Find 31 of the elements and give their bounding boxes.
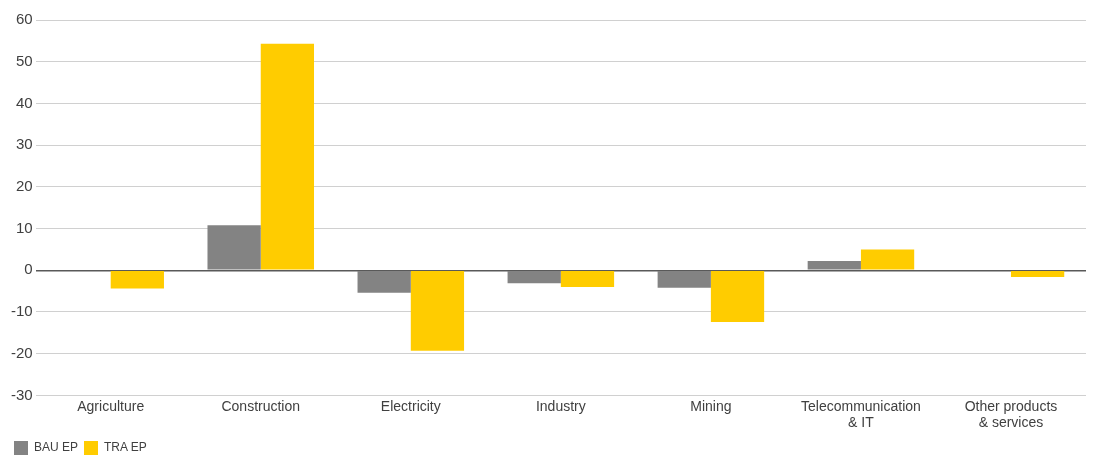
bar	[410, 271, 465, 351]
bar	[110, 271, 164, 289]
y-tick-label: -30	[10, 385, 33, 403]
bar	[860, 249, 915, 270]
bar	[357, 271, 411, 293]
y-tick-label: 20	[15, 176, 33, 194]
x-tick-label: Industry	[535, 397, 586, 414]
x-tick-label: Electricity	[380, 397, 441, 414]
bar	[807, 261, 861, 270]
y-tick-label: 60	[15, 10, 33, 28]
y-tick-label: -10	[10, 302, 33, 320]
bar	[1010, 271, 1065, 277]
x-tick-label: Mining	[690, 397, 732, 414]
y-tick-label: 30	[15, 135, 33, 153]
bar	[260, 43, 315, 270]
y-tick-label: 10	[15, 218, 33, 236]
bar	[207, 225, 261, 270]
x-tick-label: Other products & services	[964, 397, 1058, 431]
y-tick-label: 0	[24, 260, 33, 278]
legend-label: BAU EP	[34, 440, 79, 455]
legend-label: TRA EP	[104, 440, 147, 455]
x-tick-label: Construction	[221, 397, 301, 414]
y-tick-label: 40	[15, 93, 33, 111]
bar	[657, 271, 711, 288]
y-tick-label: 50	[15, 51, 33, 69]
bar	[560, 271, 615, 287]
bar	[710, 271, 765, 322]
x-tick-label: Agriculture	[77, 397, 145, 414]
x-tick-label: Telecommunication & IT	[801, 397, 921, 431]
bar	[507, 271, 561, 284]
y-tick-label: -20	[10, 343, 33, 361]
